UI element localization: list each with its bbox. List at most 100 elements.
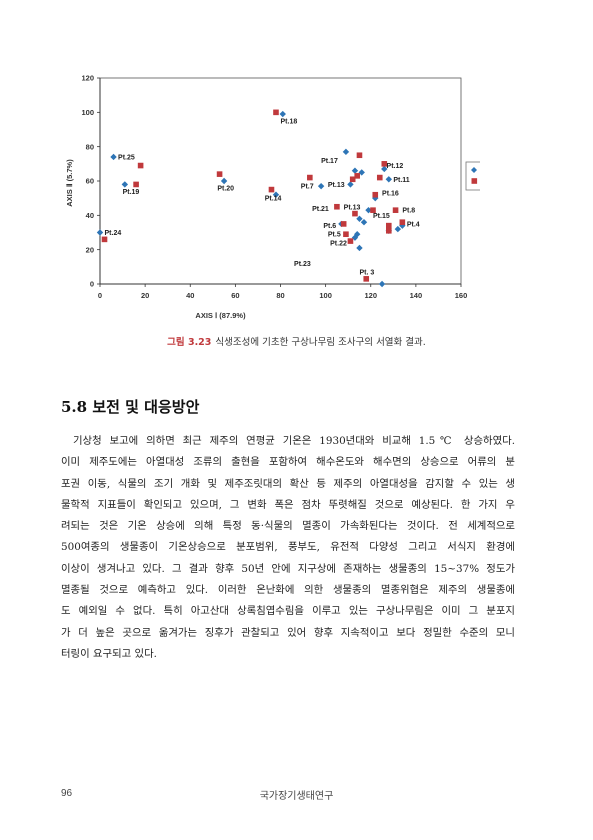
y-tick-label: 120	[81, 74, 94, 83]
point-annotation: Pt.24	[105, 230, 122, 237]
data-point-2013	[376, 174, 383, 181]
data-point-2010	[381, 165, 388, 173]
data-point-2013	[363, 276, 370, 282]
y-tick-label: 20	[86, 245, 94, 254]
point-annotation: Pt.5	[328, 232, 341, 239]
data-point-2010	[360, 219, 368, 226]
data-point-2010	[378, 280, 386, 288]
data-point-2010	[351, 167, 359, 174]
legend-box	[465, 161, 480, 191]
x-tick-label: 20	[141, 291, 149, 300]
data-point-2013	[399, 219, 406, 225]
data-point-2010	[356, 215, 363, 222]
figure-number: 그림 3.23	[167, 337, 212, 348]
figure-caption: 그림 3.23 식생조성에 기초한 구상나무림 조사구의 서열화 결과.	[0, 334, 593, 348]
data-point-2013	[386, 227, 392, 234]
data-point-2013	[216, 171, 223, 177]
data-point-2013	[352, 210, 358, 217]
legend: 20102013	[465, 161, 480, 191]
data-point-2013	[349, 176, 356, 183]
point-annotation: Pt.19	[123, 189, 140, 196]
point-annotation: Pt.13	[328, 182, 345, 189]
data-point-2013	[370, 207, 376, 213]
x-tick-label: 100	[319, 291, 332, 300]
point-annotation: Pt. 3	[359, 269, 374, 276]
footer-organization: 국가장기생태연구	[259, 791, 334, 802]
figure-caption-text: 식생조성에 기초한 구상나무림 조사구의 서열화 결과.	[215, 337, 426, 348]
data-point-2013	[307, 174, 313, 181]
point-annotation: Pt.7	[301, 184, 314, 191]
body-line: 가 더 높은 곳으로 옮겨가는 징후가 관찰되고 있어 향후 지속적이고 보다 …	[61, 626, 515, 639]
y-tick-label: 60	[86, 177, 94, 186]
page-number: 96	[61, 788, 73, 799]
point-annotation: Pt.16	[382, 191, 399, 198]
y-tick-label: 80	[86, 142, 94, 151]
x-tick-label: 140	[410, 291, 423, 300]
data-point-2010	[96, 229, 104, 236]
x-tick-label: 0	[98, 291, 102, 300]
x-tick-label: 80	[276, 291, 284, 300]
x-axis-label: AXIS Ⅰ (87.9%)	[195, 311, 246, 320]
data-point-2013	[356, 152, 363, 159]
point-annotation: Pt.4	[407, 221, 420, 228]
data-point-2013	[133, 181, 139, 188]
x-tick-label: 40	[186, 291, 194, 300]
body-line: 도 예외일 수 없다. 특히 아고산대 상록침엽수림을 이루고 있는 구상나무림…	[61, 605, 515, 618]
point-annotation: Pt.20	[217, 185, 234, 192]
y-tick-label: 100	[81, 108, 94, 117]
point-annotation: Pt.11	[393, 177, 409, 184]
data-point-2013	[372, 191, 379, 198]
legend-marker-2013	[471, 178, 478, 184]
point-annotation: Pt.21	[312, 206, 329, 213]
point-annotation: Pt.22	[330, 240, 347, 247]
point-annotation: Pt.14	[265, 196, 282, 203]
x-tick-label: 160	[455, 291, 468, 300]
body-line: 포권 이동, 식물의 조기 개화 및 제주조릿대의 확산 등 제주의 아열대성을…	[61, 477, 515, 490]
data-point-2013	[381, 161, 388, 167]
data-point-2013	[347, 238, 354, 244]
data-point-2013	[354, 173, 361, 179]
y-tick-label: 0	[90, 280, 94, 289]
y-tick-label: 40	[86, 211, 94, 220]
body-line: 이미 제주도에는 아열대성 조류의 출현을 포함하여 해수온도와 해수면의 상승…	[61, 456, 515, 469]
y-axis-label: AXIS Ⅱ (5.7%)	[65, 159, 74, 207]
data-point-2013	[343, 231, 349, 238]
data-point-2010	[347, 181, 354, 188]
point-annotation: Pt.12	[387, 163, 404, 170]
data-point-2013	[273, 109, 279, 116]
point-annotation: Pt.17	[321, 158, 338, 165]
data-point-2013	[340, 221, 347, 227]
data-point-2010	[394, 225, 402, 233]
body-line: 려되는 것은 기온 상승에 의해 특정 동·식물의 멸종이 가속화된다는 것이다…	[61, 520, 515, 533]
body-paragraph: 기상청 보고에 의하면 최근 제주의 연평균 기온은 1930년대와 비교해 1…	[61, 431, 515, 665]
data-point-2010	[385, 176, 392, 183]
data-point-2010	[354, 231, 361, 238]
body-line: 500여종의 생물종이 기온상승으로 분포범위, 풍부도, 유전적 다양성 그리…	[61, 541, 515, 554]
data-point-2010	[356, 244, 363, 252]
point-annotation: Pt.15	[373, 213, 390, 220]
x-tick-label: 120	[364, 291, 377, 300]
data-point-2010	[279, 110, 286, 118]
x-tick-label: 60	[231, 291, 239, 300]
data-point-2013	[386, 222, 392, 229]
point-annotation: Pt.23	[294, 261, 311, 268]
legend-marker-2010	[471, 167, 477, 173]
point-annotation: Pt.6	[323, 223, 336, 230]
point-annotation: Pt.13	[344, 204, 361, 211]
data-point-2010	[365, 206, 372, 214]
ordination-scatter-chart: 0 20 40 60 80 100 120 140 160 0 20 40 60 80 100 120 AXIS…	[65, 74, 480, 320]
body-line: 멸종될 것으로 예측하고 있다. 이러한 온난화에 의한 생물종의 멸종위협은 …	[61, 584, 515, 597]
data-point-2010	[110, 153, 117, 161]
plot-area: 0 20 40 60 80 100 120 140 160 0 20 40 60 80 100 120 AXIS…	[65, 74, 480, 320]
body-line: 이상이 생겨나고 있다. 그 결과 향후 50년 안에 지구상에 존재하는 생물…	[61, 562, 515, 575]
data-point-2010	[317, 182, 325, 190]
body-line: 터링이 요구되고 있다.	[61, 647, 157, 660]
data-point-2013	[392, 207, 399, 213]
point-annotation: Pt.25	[118, 154, 135, 161]
data-point-2010	[272, 191, 280, 198]
data-point-2013	[334, 203, 340, 210]
body-line: 물학적 지표들이 확인되고 있으며, 그 변화 폭은 점차 뚜렷해질 것으로 예…	[61, 498, 515, 511]
body-line: 기상청 보고에 의하면 최근 제주의 연평균 기온은 1930년대와 비교해 1…	[73, 435, 515, 447]
data-point-2013	[268, 186, 275, 193]
data-point-2010	[121, 181, 129, 188]
